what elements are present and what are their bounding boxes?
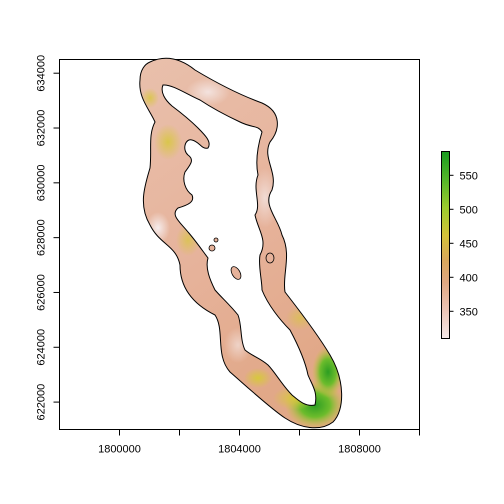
x-tick-label: 1804000 [218, 444, 261, 456]
y-tick-label: 626000 [36, 274, 48, 311]
color-legend: 350 400 450 500 550 [441, 151, 478, 339]
legend-tick-label: 450 [460, 238, 478, 250]
legend-tick-label: 400 [460, 272, 478, 284]
legend-tick-label: 500 [460, 204, 478, 216]
island [265, 252, 275, 264]
y-tick-label: 634000 [36, 55, 48, 92]
island [230, 266, 242, 280]
lake [161, 84, 317, 406]
legend-colorbar [441, 151, 450, 339]
y-tick-label: 632000 [36, 110, 48, 147]
legend-tick-label: 550 [460, 170, 478, 182]
island [208, 244, 216, 252]
y-tick-label: 624000 [36, 329, 48, 366]
x-tick-label: 1800000 [98, 444, 141, 456]
x-tick-label: 1808000 [338, 444, 381, 456]
x-axis: 1800000 1804000 1808000 [98, 429, 420, 456]
y-tick-label: 622000 [36, 384, 48, 421]
island [213, 237, 219, 243]
y-axis: 622000 624000 626000 628000 630000 632000 6340… [36, 55, 60, 421]
y-tick-label: 630000 [36, 164, 48, 201]
legend-tick-label: 350 [460, 306, 478, 318]
y-tick-label: 628000 [36, 219, 48, 256]
